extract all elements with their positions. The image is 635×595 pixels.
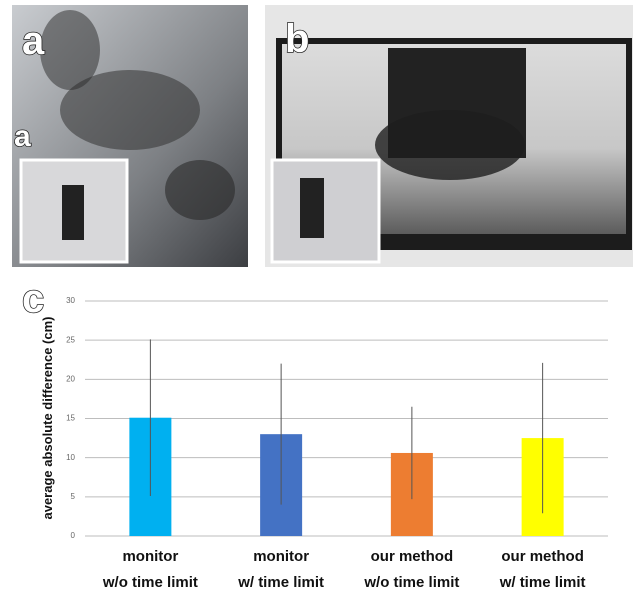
x-tick-label: w/ time limit: [499, 574, 586, 591]
photo-a: [12, 5, 248, 267]
y-tick-label: 0: [71, 531, 76, 540]
y-tick-label: 30: [66, 296, 75, 305]
y-tick-label: 5: [71, 492, 76, 501]
figure: a a b c average absolute difference (cm)…: [0, 0, 635, 595]
x-tick-label: our method: [501, 548, 584, 565]
x-tick-label: monitor: [122, 548, 178, 565]
y-tick-label: 20: [66, 374, 75, 383]
x-tick-label: w/o time limit: [363, 574, 459, 591]
x-tick-label: w/ time limit: [237, 574, 324, 591]
x-tick-label: our method: [371, 548, 454, 565]
photo-b: [265, 5, 633, 267]
x-tick-label: monitor: [253, 548, 309, 565]
y-tick-label: 15: [66, 414, 75, 423]
panel-label: c: [22, 277, 44, 321]
y-tick-label: 10: [66, 453, 75, 462]
panel-label: b: [285, 17, 309, 61]
panel-label: a: [14, 120, 31, 153]
y-tick-label: 25: [66, 335, 75, 344]
panel-label: a: [22, 19, 45, 63]
x-tick-label: w/o time limit: [102, 574, 198, 591]
y-axis-label: average absolute difference (cm): [40, 316, 55, 519]
